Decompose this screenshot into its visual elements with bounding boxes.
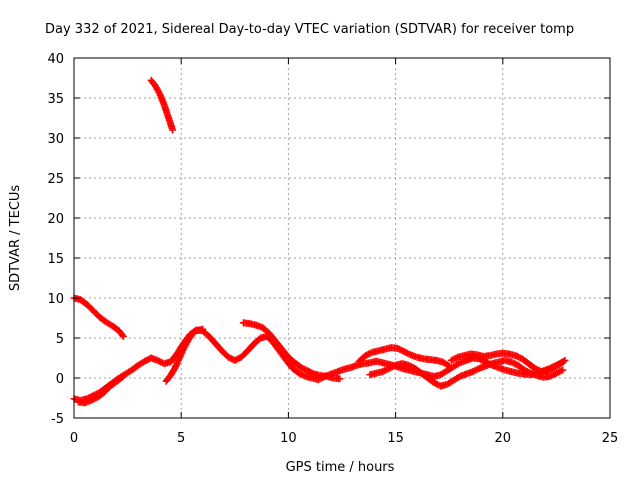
y-tick-label: 40 — [47, 52, 64, 67]
y-tick-label: 30 — [47, 132, 64, 147]
data-point — [559, 366, 567, 374]
data-point — [560, 357, 568, 365]
x-axis-label: GPS time / hours — [286, 460, 395, 475]
data-point — [199, 325, 207, 333]
series-track-g — [355, 344, 453, 370]
y-axis-label: SDTVAR / TECUs — [8, 185, 23, 292]
data-point — [119, 332, 127, 340]
y-tick-label: 5 — [56, 332, 64, 347]
y-tick-label: 20 — [47, 212, 64, 227]
y-tick-label: 25 — [47, 172, 64, 187]
x-tick-label: 5 — [177, 431, 185, 446]
y-tick-label: 35 — [47, 92, 64, 107]
series-track-h — [366, 356, 567, 390]
data-point — [561, 356, 569, 364]
data-point — [119, 372, 127, 380]
x-tick-label: 15 — [387, 431, 404, 446]
x-tick-label: 10 — [280, 431, 297, 446]
series-track-e — [162, 325, 207, 385]
axis-ticks: 0 5 10 15 20 25 -5 0 5 10 15 20 25 30 35 40 — [47, 52, 618, 446]
x-tick-label: 25 — [602, 431, 619, 446]
series-track-i — [447, 349, 569, 376]
plot-frame — [73, 57, 611, 419]
series-track-a — [147, 76, 177, 134]
grid-lines — [74, 58, 610, 418]
data-point — [445, 362, 453, 370]
data-point — [118, 373, 126, 381]
data-point — [336, 375, 344, 383]
y-tick-label: 10 — [47, 292, 64, 307]
data-point — [169, 126, 177, 134]
series-track-f — [239, 319, 344, 383]
series-track-b — [70, 294, 127, 340]
y-tick-label: 15 — [47, 252, 64, 267]
data-series — [70, 76, 569, 407]
y-tick-label: -5 — [51, 412, 64, 427]
chart-title: Day 332 of 2021, Sidereal Day-to-day VTE… — [45, 22, 574, 37]
data-point — [118, 331, 126, 339]
x-tick-label: 20 — [495, 431, 512, 446]
series-track-c — [70, 326, 567, 404]
x-tick-label: 0 — [70, 431, 78, 446]
series-track-d — [74, 372, 127, 407]
y-tick-label: 0 — [56, 372, 64, 387]
